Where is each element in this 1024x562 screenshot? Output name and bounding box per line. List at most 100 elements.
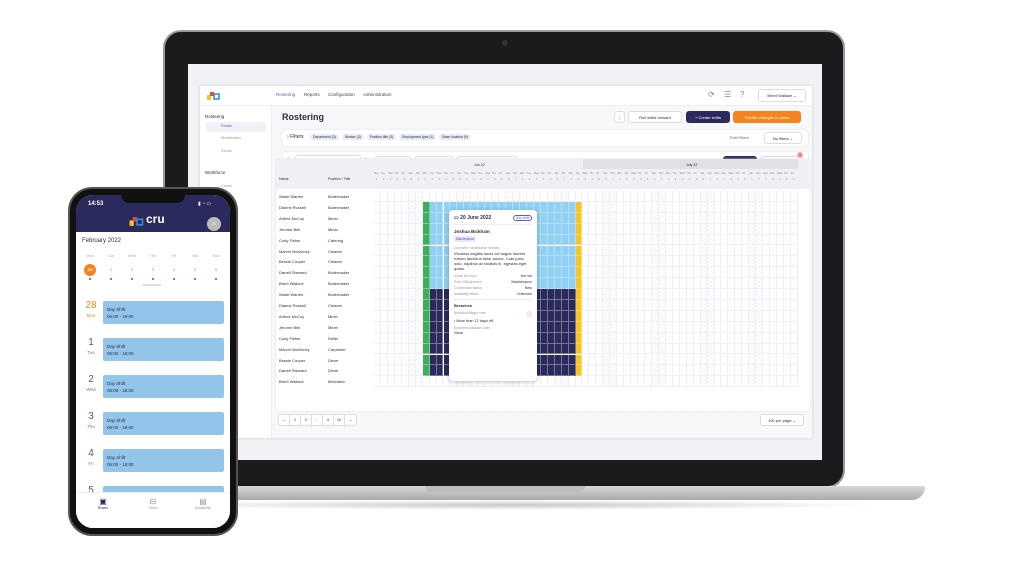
day-cell[interactable]	[596, 365, 604, 377]
day-cell[interactable]	[777, 289, 785, 300]
day-cell[interactable]	[374, 191, 381, 202]
next-page-button[interactable]: →	[348, 418, 353, 422]
day-cell[interactable]	[791, 365, 798, 377]
day-cell[interactable]	[672, 332, 680, 344]
day-cell[interactable]	[380, 321, 388, 333]
day-cell[interactable]	[770, 191, 778, 202]
day-cell[interactable]	[735, 310, 743, 322]
row-name[interactable]: Darrell Steward	[279, 368, 307, 374]
day-cell[interactable]	[735, 245, 743, 257]
shift-cell[interactable]	[547, 256, 555, 268]
day-cell[interactable]	[631, 300, 639, 311]
shift-cell[interactable]	[554, 354, 562, 366]
shift-cell[interactable]	[561, 256, 569, 268]
shift-cell[interactable]	[533, 212, 541, 224]
sync-icon[interactable]: ⟳	[708, 90, 715, 99]
day-cell[interactable]	[652, 245, 659, 257]
day-cell[interactable]	[610, 365, 618, 377]
day-cell[interactable]	[714, 354, 722, 366]
day-cell[interactable]	[617, 365, 625, 377]
day-cell[interactable]	[589, 191, 597, 202]
day-cell[interactable]	[665, 354, 673, 366]
day-cell[interactable]	[791, 234, 798, 246]
day-cell[interactable]	[533, 376, 541, 388]
day-cell[interactable]	[582, 201, 590, 213]
day-cell[interactable]	[499, 191, 507, 202]
day-cell[interactable]	[394, 310, 402, 322]
day-cell[interactable]	[721, 354, 729, 366]
day-cell[interactable]	[770, 267, 778, 279]
sidebar-item-roster[interactable]: Roster	[206, 122, 266, 132]
shift-cell[interactable]	[429, 267, 437, 279]
day-cell[interactable]	[693, 365, 701, 377]
day-cell[interactable]	[679, 278, 687, 290]
day-cell[interactable]	[429, 376, 437, 388]
shift-cell[interactable]	[540, 223, 548, 235]
day-cell[interactable]	[603, 310, 611, 322]
day-cell[interactable]	[756, 212, 764, 224]
day-cell[interactable]	[582, 289, 590, 300]
day-cell[interactable]	[394, 191, 402, 202]
shift-card[interactable]: Day Shift 06:00 - 18:00	[103, 338, 224, 361]
day-cell[interactable]	[394, 354, 402, 366]
day-cell[interactable]	[658, 212, 666, 224]
day-cell[interactable]	[756, 321, 764, 333]
day-cell[interactable]	[610, 278, 618, 290]
shift-cell[interactable]	[575, 234, 583, 246]
day-cell[interactable]	[631, 223, 639, 235]
day-cell[interactable]	[665, 376, 673, 388]
day-cell[interactable]	[735, 267, 743, 279]
day-cell[interactable]	[777, 223, 785, 235]
day-cell[interactable]	[714, 343, 722, 355]
day-cell[interactable]	[589, 310, 597, 322]
shift-cell[interactable]	[533, 332, 541, 344]
day-cell[interactable]	[401, 289, 409, 300]
day-cell[interactable]	[401, 212, 409, 224]
day-cell[interactable]	[645, 212, 652, 224]
page-button[interactable]: 10	[334, 415, 345, 425]
day-cell[interactable]	[652, 300, 659, 311]
shift-cell[interactable]	[540, 256, 548, 268]
tab-offers[interactable]: ⊟ Offers	[140, 497, 166, 510]
day-cell[interactable]	[415, 310, 423, 322]
day-cell[interactable]	[457, 191, 465, 202]
day-cell[interactable]	[415, 321, 423, 333]
day-cell[interactable]	[665, 267, 673, 279]
day-cell[interactable]	[791, 245, 798, 257]
day-cell[interactable]	[394, 245, 402, 257]
day-cell[interactable]	[672, 289, 680, 300]
create-shifts-button[interactable]: + Create shifts	[686, 111, 730, 123]
day-cell[interactable]	[582, 212, 590, 224]
shift-cell[interactable]	[547, 267, 555, 279]
day-cell[interactable]	[582, 321, 590, 333]
day-cell[interactable]	[596, 289, 604, 300]
per-page-select[interactable]: 100 per page ⌄	[760, 414, 804, 426]
day-cell[interactable]	[777, 256, 785, 268]
day-cell[interactable]	[707, 376, 715, 388]
day-cell[interactable]	[374, 267, 381, 279]
day-cell[interactable]	[700, 300, 708, 311]
day-cell[interactable]	[707, 223, 715, 235]
day-cell[interactable]	[756, 289, 764, 300]
day-cell[interactable]	[742, 256, 750, 268]
day-cell[interactable]	[610, 191, 618, 202]
shift-cell[interactable]	[436, 300, 444, 311]
day-cell[interactable]	[374, 278, 381, 290]
shift-cell[interactable]	[422, 310, 430, 322]
shift-cell[interactable]	[575, 332, 583, 344]
shift-cell[interactable]	[554, 212, 562, 224]
week-day[interactable]: 2	[130, 267, 134, 272]
day-cell[interactable]	[672, 310, 680, 322]
day-cell[interactable]	[603, 278, 611, 290]
page-button[interactable]: 9	[323, 415, 334, 425]
day-cell[interactable]	[443, 376, 451, 388]
day-cell[interactable]	[408, 267, 416, 279]
day-cell[interactable]	[728, 343, 736, 355]
day-cell[interactable]	[624, 310, 632, 322]
day-cell[interactable]	[596, 310, 604, 322]
day-cell[interactable]	[610, 223, 618, 235]
day-cell[interactable]	[763, 332, 771, 344]
day-cell[interactable]	[735, 332, 743, 344]
day-cell[interactable]	[777, 212, 785, 224]
shift-cell[interactable]	[568, 332, 576, 344]
